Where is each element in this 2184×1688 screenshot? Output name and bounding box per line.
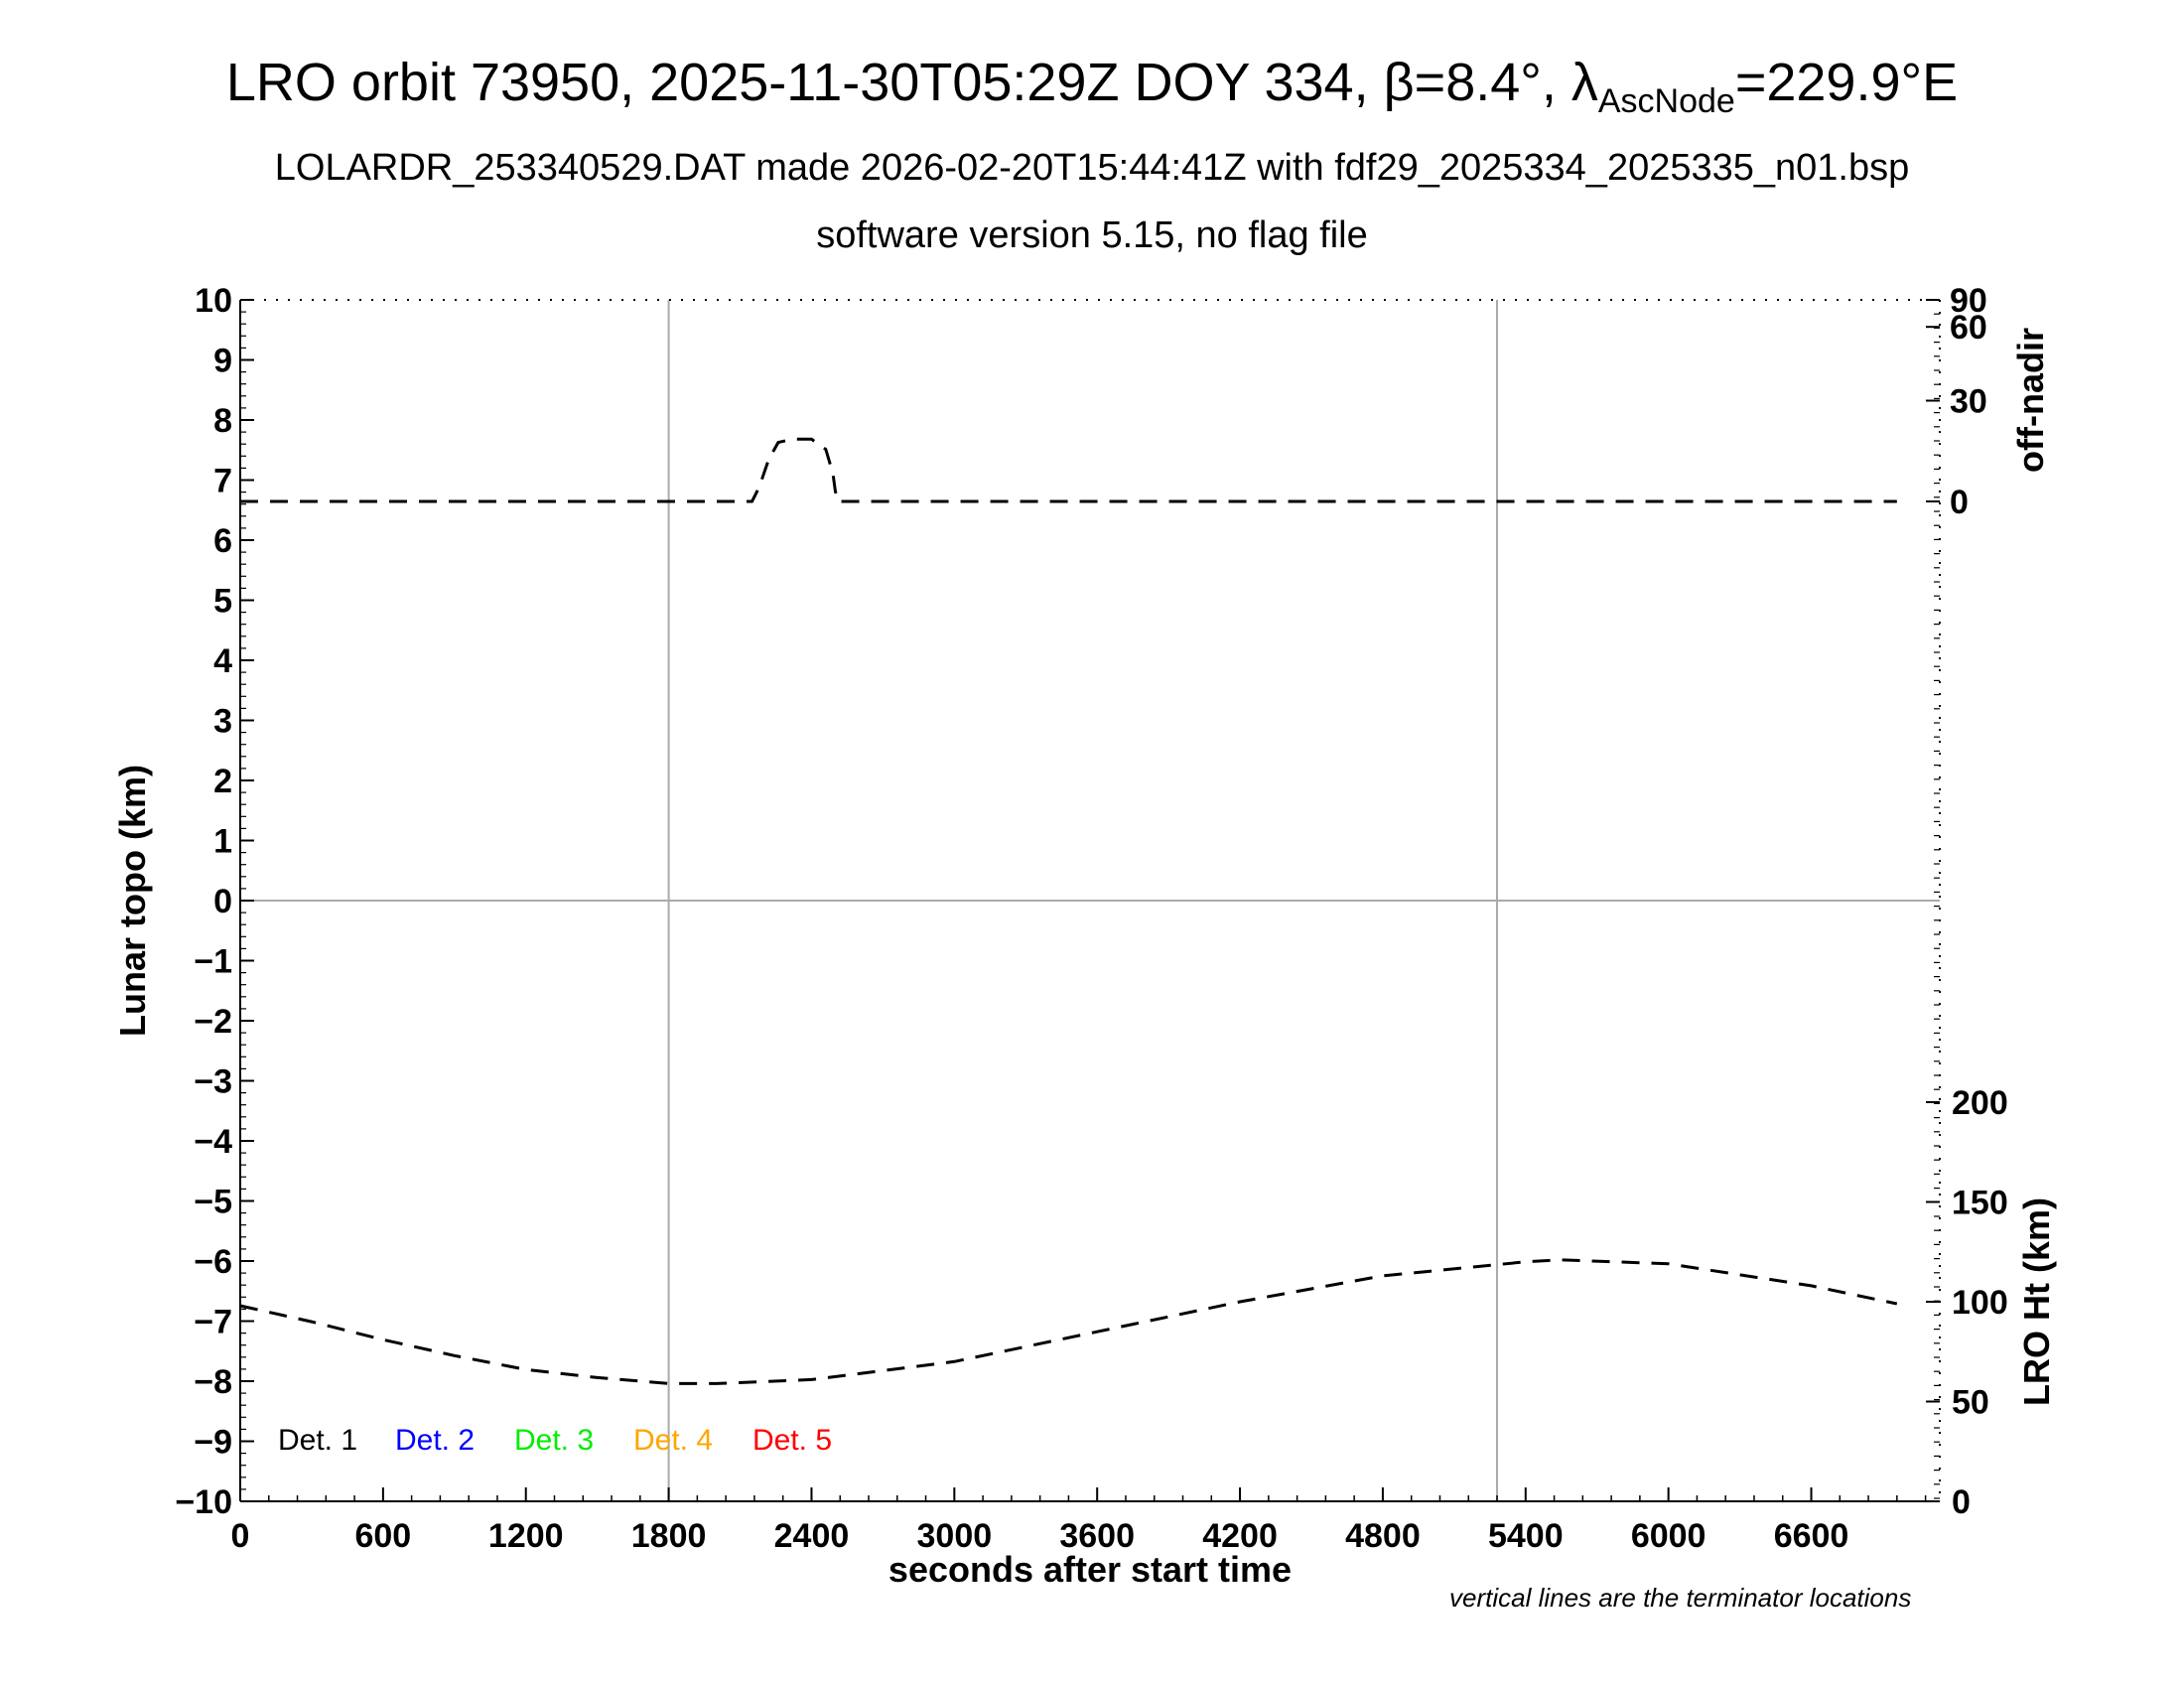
lro-ht-tick-label: 200	[1952, 1084, 2008, 1122]
lro-height-line	[239, 1258, 1898, 1385]
y-tick-label: −10	[175, 1483, 232, 1521]
y-tick-label: 8	[213, 402, 232, 440]
y-tick-label: −1	[194, 943, 232, 981]
x-tick-label: 5400	[1488, 1517, 1564, 1555]
y-tick-label: −2	[194, 1003, 232, 1041]
lro-ht-tick-label: 100	[1952, 1284, 2008, 1322]
lro-ht-tick-label: 50	[1952, 1384, 1989, 1422]
x-tick-label: 1200	[488, 1517, 564, 1555]
x-tick-label: 1800	[631, 1517, 707, 1555]
y-tick-label: −9	[194, 1424, 232, 1462]
legend-item: Det. 2	[395, 1424, 475, 1457]
y-tick-label: −7	[194, 1304, 232, 1341]
x-tick-label: 4800	[1345, 1517, 1421, 1555]
off-nadir-axis-title: off-nadir	[2010, 328, 2051, 473]
chart-subtitle: LOLARDR_253340529.DAT made 2026-02-20T15…	[274, 147, 1910, 189]
guide-lines	[240, 300, 1940, 1501]
x-tick-label: 600	[354, 1517, 411, 1555]
legend-item: Det. 5	[752, 1424, 832, 1457]
off-nadir-tick-label: 90	[1950, 282, 1987, 320]
x-tick-label: 3600	[1059, 1517, 1135, 1555]
y-tick-label: 4	[213, 642, 232, 680]
lro-ht-tick-label: 0	[1952, 1483, 1971, 1521]
legend: Det. 1 Det. 2 Det. 3 Det. 4 Det. 5	[278, 1424, 832, 1457]
y-tick-label: 7	[213, 463, 232, 500]
y-tick-label: 9	[213, 343, 232, 380]
title-subscript: AscNode	[1597, 81, 1735, 120]
y-axis-title: Lunar topo (km)	[112, 765, 153, 1037]
y-tick-label: −4	[194, 1123, 232, 1161]
y-tick-label: −5	[194, 1184, 232, 1221]
x-tick-label: 6600	[1774, 1517, 1849, 1555]
y-tick-label: −6	[194, 1243, 232, 1281]
off-nadir-tick-label: 0	[1950, 484, 1969, 521]
y-tick-label: 3	[213, 703, 232, 741]
x-tick-label: 6000	[1631, 1517, 1706, 1555]
chart-subtitle-2: software version 5.15, no flag file	[816, 214, 1368, 256]
y-tick-label: 10	[195, 282, 232, 320]
tick-labels: 0 600 1200 1800 2400 3000 3600 4200 4800 5400 6000…	[175, 282, 2007, 1555]
y-tick-label: 5	[213, 583, 232, 621]
legend-item: Det. 1	[278, 1424, 357, 1457]
y-tick-label: −8	[194, 1363, 232, 1401]
off-nadir-line	[240, 437, 1897, 503]
off-nadir-tick-label: 60	[1950, 309, 1987, 347]
y-tick-label: −3	[194, 1063, 232, 1101]
y-tick-label: 1	[213, 823, 232, 861]
lro-ht-axis-title: LRO Ht (km)	[2016, 1197, 2057, 1406]
series-lines	[239, 437, 1898, 1385]
x-tick-label: 3000	[917, 1517, 993, 1555]
y-tick-label: 0	[213, 883, 232, 920]
y-tick-label: 2	[213, 763, 232, 800]
x-tick-label: 2400	[774, 1517, 850, 1555]
terminator-note: vertical lines are the terminator locati…	[1449, 1583, 1912, 1613]
lro-ht-tick-label: 150	[1952, 1185, 2008, 1222]
chart-title: LRO orbit 73950, 2025-11-30T05:29Z DOY 3…	[225, 53, 1959, 120]
x-axis-title: seconds after start time	[888, 1549, 1292, 1590]
legend-item: Det. 4	[633, 1424, 713, 1457]
x-tick-label: 4200	[1202, 1517, 1278, 1555]
tick-marks	[239, 299, 1940, 1502]
x-tick-label: 0	[231, 1517, 250, 1555]
y-tick-label: 6	[213, 522, 232, 560]
off-nadir-tick-label: 30	[1950, 383, 1987, 421]
legend-item: Det. 3	[514, 1424, 594, 1457]
